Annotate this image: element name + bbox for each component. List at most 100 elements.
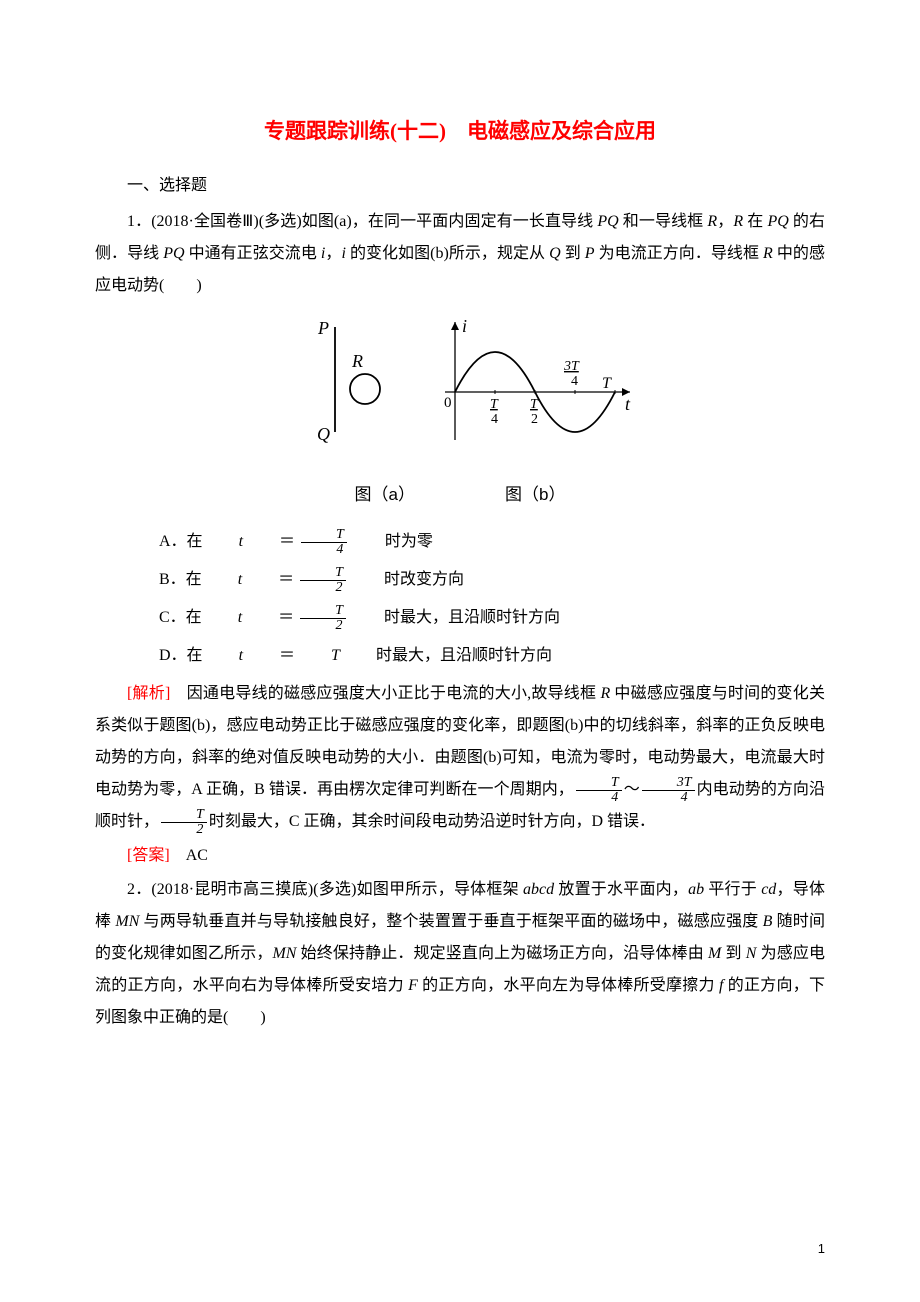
q1-option-C: C．在 t＝T2时最大，且沿顺时针方向 <box>95 602 825 634</box>
optC-prefix: C．在 <box>127 602 202 634</box>
var-PQ: PQ <box>597 213 618 230</box>
fig-b-3T4-num: 3T <box>563 359 580 374</box>
fig-a-group: P Q R <box>317 318 380 444</box>
q1-stem-text-8: 的变化如图(b)所示，规定从 <box>346 245 549 262</box>
fig-b-i-label: i <box>462 316 467 336</box>
q1-stem-text-9: 到 <box>561 245 585 262</box>
q1-stem: 1．(2018·全国卷Ⅲ)(多选)如图(a)，在同一平面内固定有一长直导线 PQ… <box>95 206 825 302</box>
optD-post: 时最大，且沿顺时针方向 <box>344 640 552 672</box>
optD-T: T <box>299 640 340 672</box>
fig-b-group: i t 0 T 4 T 2 3T 4 T <box>444 316 631 440</box>
fig-b-T2-num: T <box>530 397 539 412</box>
optA-frac-num: T <box>301 528 347 543</box>
var-P: P <box>585 245 595 262</box>
fig-a-R-label: R <box>351 351 363 371</box>
q2-text-3: 平行于 <box>704 881 761 898</box>
optB-frac: T2 <box>300 566 346 595</box>
q2-text-1: 2．(2018·昆明市高三摸底)(多选)如图甲所示，导体框架 <box>127 881 523 898</box>
q2-text-10: 的正方向，水平向左为导体棒所受摩擦力 <box>418 977 719 994</box>
q2-text-5: 与两导轨垂直并与导轨接触良好，整个装置置于垂直于框架平面的磁场中，磁感应强度 <box>139 913 762 930</box>
fig-b-3T4-den: 4 <box>571 374 578 389</box>
optB-post: 时改变方向 <box>352 564 464 596</box>
fig-b-T-label: T <box>602 375 612 392</box>
q1-stem-text-2: 和一导线框 <box>619 213 708 230</box>
optD-t: t <box>207 640 243 672</box>
analysis-label: [解析] <box>127 685 170 702</box>
var-M: M <box>708 945 721 962</box>
q1-stem-text-10: 为电流正方向．导线框 <box>595 245 763 262</box>
analysis-3T4-num: 3T <box>642 776 695 791</box>
fig-b-origin-label: 0 <box>444 395 452 411</box>
analysis-T4-num: T <box>576 776 622 791</box>
analysis-T2-num: T <box>161 808 207 823</box>
q1-stem-text-4: 在 <box>743 213 767 230</box>
analysis-text-1: 因通电导线的磁感应强度大小正比于电流的大小,故导线框 <box>170 685 600 702</box>
optD-prefix: D．在 <box>127 640 203 672</box>
var-cd: cd <box>761 881 776 898</box>
analysis-R: R <box>600 685 610 702</box>
analysis-3T4-den: 4 <box>642 791 695 805</box>
var-R3: R <box>763 245 773 262</box>
q1-option-D: D．在 t＝T 时最大，且沿顺时针方向 <box>95 640 825 672</box>
optC-frac: T2 <box>300 604 346 633</box>
fig-b-T4-num: T <box>490 397 499 412</box>
fig-b-caption: 图（b） <box>505 478 565 512</box>
optC-t: t <box>206 602 242 634</box>
fig-b-T2-den: 2 <box>531 412 538 427</box>
answer-label: [答案] <box>127 847 170 864</box>
q2-stem: 2．(2018·昆明市高三摸底)(多选)如图甲所示，导体框架 abcd 放置于水… <box>95 874 825 1034</box>
fig-b-T4-den: 4 <box>491 412 498 427</box>
optB-frac-den: 2 <box>300 581 346 595</box>
section-heading: 一、选择题 <box>95 170 825 202</box>
q1-option-A: A．在 t＝T4时为零 <box>95 526 825 558</box>
fig-a-Q-label: Q <box>317 424 330 444</box>
var-B: B <box>763 913 773 930</box>
optC-eq: ＝ <box>246 602 294 634</box>
optC-post: 时最大，且沿顺时针方向 <box>352 602 560 634</box>
fig-b-t-label: t <box>625 394 631 414</box>
analysis-tilde: ～ <box>624 781 640 798</box>
q1-stem-text-6: 中通有正弦交流电 <box>185 245 321 262</box>
analysis-text-5: 时刻最大，C 正确，其余时间段电动势沿逆时针方向，D 错误． <box>209 813 655 830</box>
q1-analysis: [解析] 因通电导线的磁感应强度大小正比于电流的大小,故导线框 R 中磁感应强度… <box>95 678 825 838</box>
optA-frac-den: 4 <box>301 543 347 557</box>
q1-answer: [答案] AC <box>95 840 825 872</box>
optA-post: 时为零 <box>353 526 433 558</box>
fig-a-caption: 图（a） <box>355 478 415 512</box>
optA-prefix: A．在 <box>127 526 203 558</box>
optC-frac-den: 2 <box>300 619 346 633</box>
var-F: F <box>408 977 418 994</box>
optB-t: t <box>206 564 242 596</box>
optB-prefix: B．在 <box>127 564 202 596</box>
q1-figure-svg: P Q R i t 0 <box>280 312 640 462</box>
optA-frac: T4 <box>301 528 347 557</box>
var-PQ3: PQ <box>163 245 184 262</box>
analysis-T2-den: 2 <box>161 823 207 837</box>
analysis-T4-den: 4 <box>576 791 622 805</box>
var-abcd: abcd <box>523 881 554 898</box>
analysis-frac-T4: T4 <box>576 776 622 805</box>
var-MN2: MN <box>272 945 296 962</box>
q1-figure: P Q R i t 0 <box>95 312 825 512</box>
q2-text-7: 始终保持静止．规定竖直向上为磁场正方向，沿导体棒由 <box>296 945 708 962</box>
analysis-frac-T2: T2 <box>161 808 207 837</box>
q2-text-8: 到 <box>721 945 745 962</box>
answer-value: AC <box>186 847 208 864</box>
q1-stem-text-7: ， <box>325 245 341 262</box>
optC-frac-num: T <box>300 604 346 619</box>
analysis-frac-3T4: 3T4 <box>642 776 695 805</box>
optD-eq: ＝ <box>247 640 295 672</box>
page-number: 1 <box>818 1236 825 1262</box>
optA-eq: ＝ <box>247 526 295 558</box>
var-Q: Q <box>549 245 561 262</box>
fig-a-P-label: P <box>317 318 329 338</box>
q1-option-B: B．在 t＝T2时改变方向 <box>95 564 825 596</box>
q2-text-2: 放置于水平面内， <box>554 881 688 898</box>
optB-frac-num: T <box>300 566 346 581</box>
var-PQ2: PQ <box>767 213 788 230</box>
q1-stem-text-1: 1．(2018·全国卷Ⅲ)(多选)如图(a)，在同一平面内固定有一长直导线 <box>127 213 597 230</box>
var-R: R <box>707 213 717 230</box>
var-N: N <box>746 945 757 962</box>
page-title: 专题跟踪训练(十二) 电磁感应及综合应用 <box>95 110 825 152</box>
optB-eq: ＝ <box>246 564 294 596</box>
